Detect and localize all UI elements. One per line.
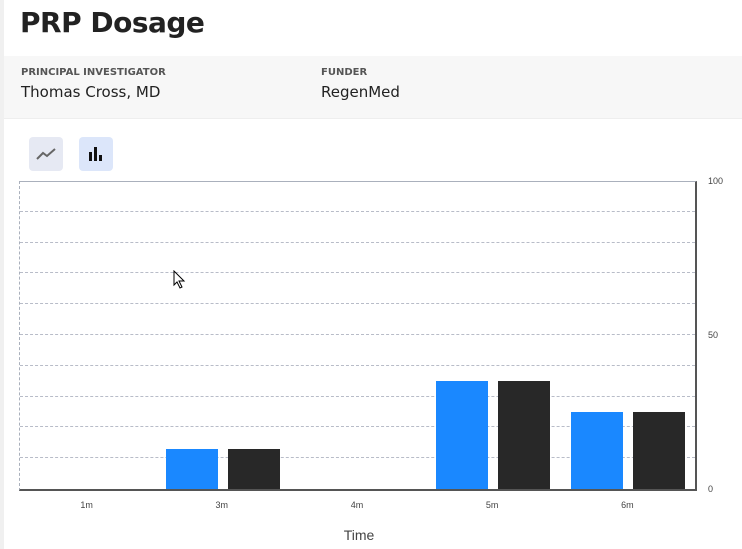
gridline [20, 426, 695, 428]
gridline [20, 457, 695, 459]
funder-label: FUNDER [321, 67, 368, 78]
bar-5m-series-2[interactable] [498, 381, 551, 489]
gridline [20, 272, 695, 274]
gridline [20, 364, 695, 366]
gridline [20, 395, 695, 397]
line-chart-icon [36, 148, 56, 160]
left-edge [0, 0, 4, 549]
x-tick-label: 3m [215, 500, 229, 510]
principal-investigator-value: Thomas Cross, MD [21, 83, 161, 101]
bar-chart-button[interactable] [79, 137, 113, 171]
x-axis-label: Time [343, 527, 375, 543]
line-chart-button[interactable] [29, 137, 63, 171]
x-tick-label: 1m [80, 500, 93, 510]
bar-3m-series-2[interactable] [227, 448, 280, 489]
y-tick-label: 50 [708, 330, 719, 340]
study-meta-panel: PRINCIPAL INVESTIGATOR Thomas Cross, MD … [4, 56, 742, 119]
gridline [20, 334, 695, 335]
bar-6m-series-1[interactable] [571, 412, 624, 489]
page-title: PRP Dosage [20, 6, 205, 39]
x-tick-label: 6m [621, 500, 634, 510]
gridline [20, 241, 695, 243]
funder-value: RegenMed [321, 83, 400, 101]
bar-chart-icon [89, 147, 102, 161]
bar-6m-series-2[interactable] [633, 412, 686, 489]
bar-3m-series-1[interactable] [165, 448, 218, 489]
bar-5m-series-1[interactable] [436, 381, 489, 489]
x-tick-label: 5m [485, 500, 499, 510]
chart-plot-area [19, 181, 697, 491]
principal-investigator-field: PRINCIPAL INVESTIGATOR Thomas Cross, MD [21, 67, 166, 101]
gridline [20, 210, 695, 212]
y-tick-label: 100 [708, 176, 724, 186]
x-tick-label: 4m [350, 500, 364, 510]
funder-field: FUNDER RegenMed [321, 67, 400, 101]
y-tick-label: 0 [708, 484, 714, 494]
gridline [20, 303, 695, 305]
mouse-cursor-icon [173, 270, 186, 289]
principal-investigator-label: PRINCIPAL INVESTIGATOR [21, 67, 166, 78]
